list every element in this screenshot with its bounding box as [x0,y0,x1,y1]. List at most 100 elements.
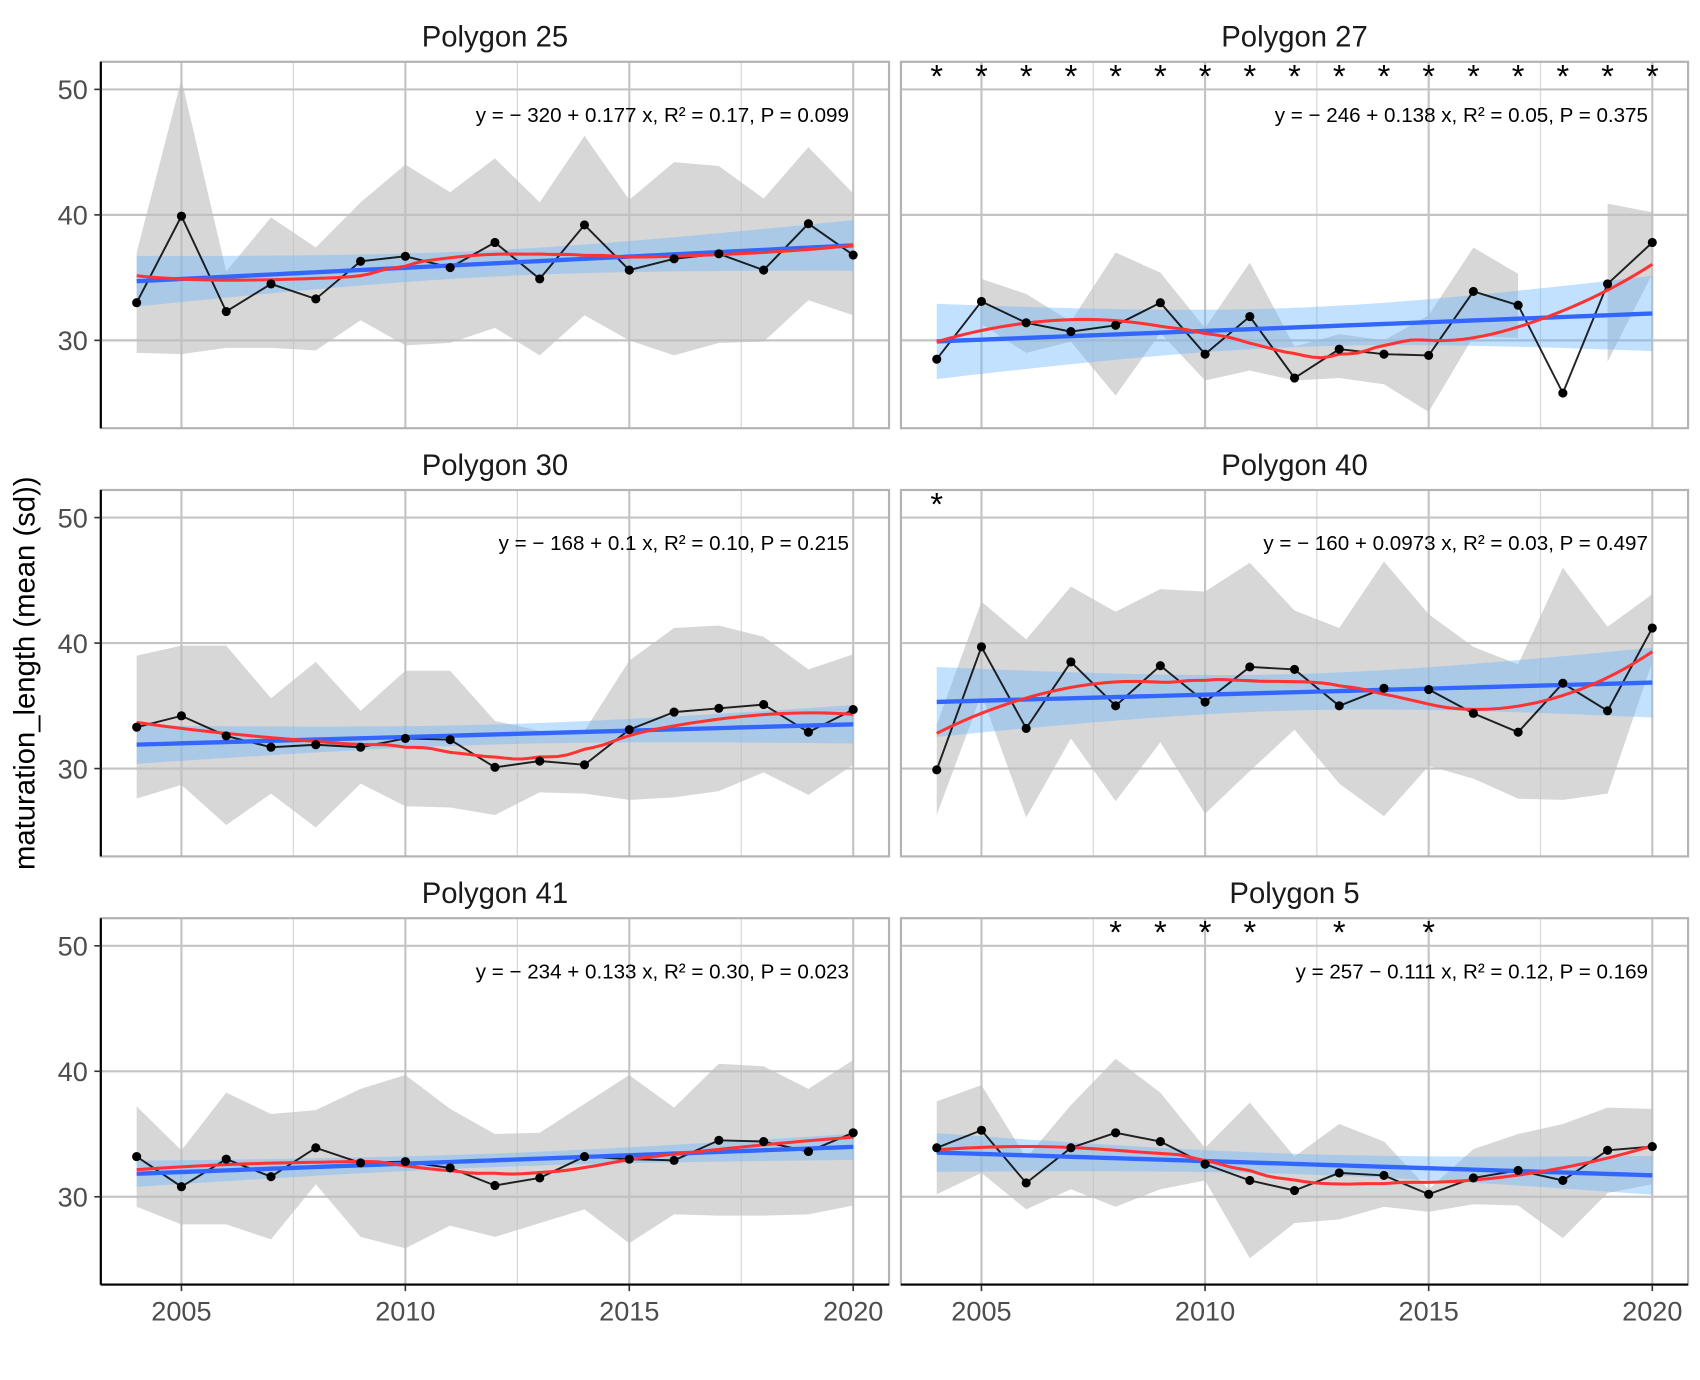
sd-ribbon [936,1058,1653,1259]
facet-panel-polygon-5: Polygon 5 * * * * * * y = 257 − 0.111 x, R² = 0… [899,878,1690,1326]
significance-asterisk: * [930,58,943,94]
mean-point [1155,661,1165,671]
sd-ribbon [136,1059,854,1249]
mean-point [932,765,942,775]
mean-point [1513,1165,1523,1175]
y-tick-label: 50 [58,502,88,533]
significance-asterisk: * [1109,58,1122,94]
mean-point [1424,684,1434,695]
mean-point [311,294,321,304]
facet-panel-polygon-30: Polygon 30 y = − 168 + 0.1 x, R² = 0.10, … [58,450,891,858]
mean-point [1468,286,1478,296]
plot-area [132,1059,858,1249]
mean-point [1245,1175,1255,1186]
panel-border [899,60,1690,430]
mean-point [1021,723,1031,733]
mean-point [1558,1175,1568,1186]
mean-point [1289,664,1300,674]
plot-area [132,79,858,356]
mean-point [221,1154,231,1164]
mean-point [932,354,942,364]
significance-asterisk: * [975,58,988,94]
mean-point [1647,237,1657,248]
significance-asterisk: * [1422,915,1435,951]
y-tick-label: 30 [58,325,88,356]
mean-point [1334,701,1344,711]
mean-point [400,1157,410,1167]
mean-point [1111,320,1121,330]
mean-point [356,256,366,266]
regression-equation: y = − 246 + 0.138 x, R² = 0.05, P = 0.37… [1275,104,1648,127]
mean-point [848,250,858,260]
mean-point [579,1152,590,1162]
mean-point [1603,706,1613,716]
mean-point [579,220,590,230]
y-tick-label: 40 [58,1056,88,1087]
mean-point [1111,1128,1121,1138]
mean-point [624,725,634,735]
y-tick-label: 50 [58,931,88,962]
mean-point [669,1155,679,1165]
mean-point [400,733,410,744]
mean-point [803,219,813,229]
x-tick-label: 2005 [951,1295,1011,1326]
mean-point [932,1143,942,1153]
plot-area [932,203,1657,412]
loess-smooth-line [136,711,854,761]
sd-ribbon [936,561,1653,818]
mean-point [976,642,987,652]
significance-asterisk: * [1154,915,1167,951]
mean-point [1066,327,1076,337]
x-tick-label: 2010 [1175,1295,1235,1326]
significance-asterisk: * [1154,58,1167,94]
significance-asterisk: * [1467,58,1480,94]
mean-point [356,1158,366,1168]
lm-trend-line [136,243,854,284]
mean-point [1200,697,1210,707]
x-tick-label: 2015 [599,1295,659,1326]
significance-asterisk: * [1199,915,1212,951]
facet-title: Polygon 41 [422,878,568,910]
mean-point [1334,344,1344,354]
mean-point [1155,298,1165,308]
sd-ribbon [136,625,854,828]
mean-point [445,1163,455,1173]
facet-panel-polygon-25: Polygon 25 y = − 320 + 0.177 x, R² = 0.17… [58,22,891,430]
mean-point [579,760,590,770]
significance-asterisk: * [1109,915,1122,951]
mean-point [535,756,545,766]
y-axis-title: maturation_length (mean (sd)) [10,476,42,870]
loess-smooth-line [136,1135,854,1176]
significance-asterisk: * [1378,58,1391,94]
regression-equation: y = − 168 + 0.1 x, R² = 0.10, P = 0.215 [499,532,849,555]
mean-point [1289,373,1300,383]
significance-asterisk: * [1601,58,1614,94]
significance-asterisk: * [1646,58,1659,94]
significance-asterisk: * [1333,58,1346,94]
mean-point [669,707,679,717]
regression-equation: y = − 320 + 0.177 x, R² = 0.17, P = 0.09… [476,104,849,127]
significance-asterisk: * [1243,915,1256,951]
sd-ribbon [136,79,854,356]
mean-point [445,735,455,745]
mean-point [176,711,186,721]
mean-point [356,742,366,752]
mean-point [669,254,679,264]
plot-area [932,1058,1657,1259]
significance-asterisk: * [1288,58,1301,94]
mean-point [132,722,142,732]
y-tick-label: 50 [58,74,88,105]
x-tick-label: 2010 [375,1295,435,1326]
mean-point [759,265,769,275]
mean-point [132,1152,142,1162]
mean-point [976,1125,987,1135]
mean-point [490,762,500,772]
regression-equation: y = 257 − 0.111 x, R² = 0.12, P = 0.169 [1296,960,1648,983]
regression-equation: y = − 234 + 0.133 x, R² = 0.30, P = 0.02… [476,960,849,983]
mean-point [1513,727,1523,737]
significance-asterisk: * [1557,58,1570,94]
mean-point [1647,1142,1657,1152]
mean-point [1468,708,1478,718]
significance-asterisk: * [930,487,943,523]
